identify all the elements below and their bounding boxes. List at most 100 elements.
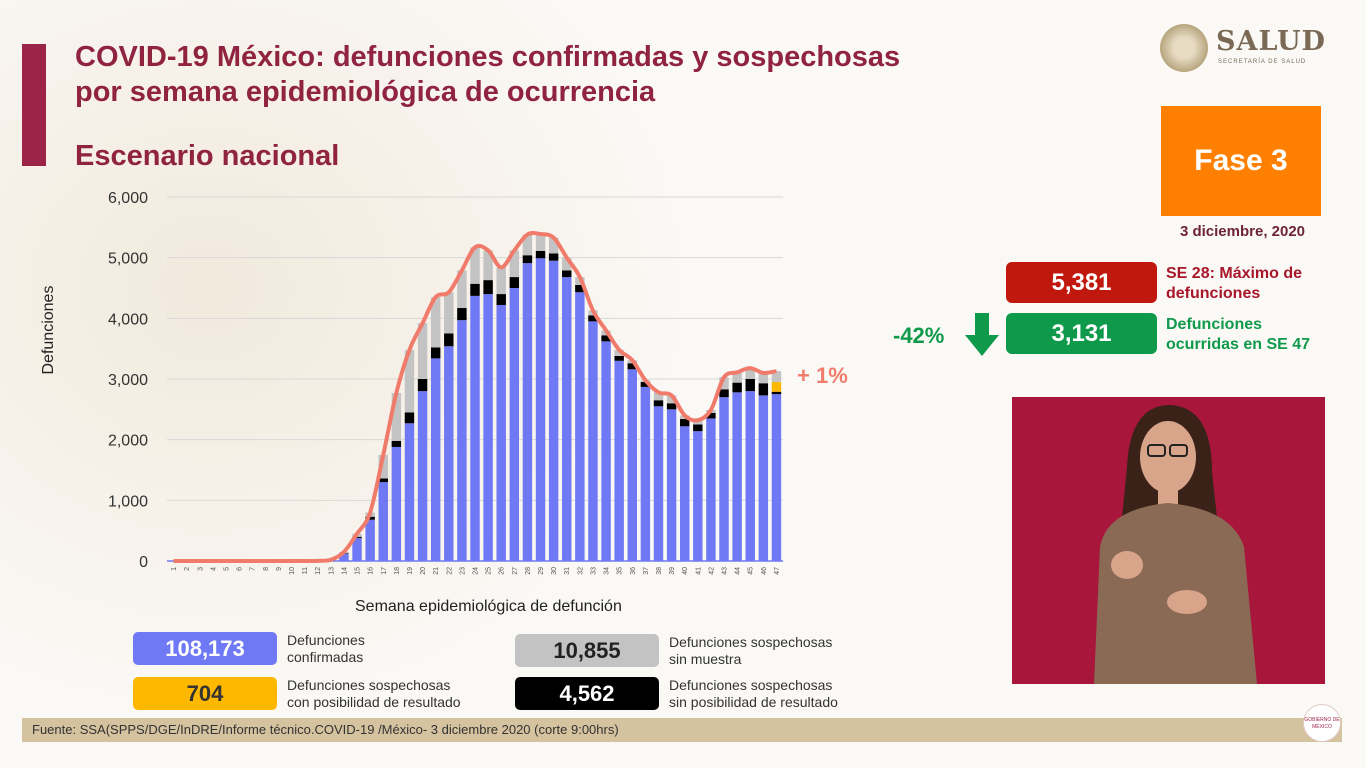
- bar-segment: [404, 423, 415, 561]
- bar-segment: [522, 255, 533, 264]
- x-tick-label: 13: [328, 567, 335, 575]
- x-tick-label: 2: [184, 567, 191, 571]
- bar-segment: [483, 294, 493, 561]
- max-label-line-1: SE 28: Máximo de: [1166, 265, 1303, 282]
- bar-segment: [627, 363, 637, 370]
- bar-segment: [653, 392, 664, 401]
- bar-segment: [601, 335, 611, 342]
- x-tick-label: 32: [577, 567, 584, 575]
- x-tick-label: 28: [525, 567, 532, 575]
- legend-text: sin posibilidad de resultado: [669, 694, 838, 710]
- bar-segment: [417, 391, 428, 561]
- bar-segment: [391, 392, 402, 441]
- bar-segment: [522, 263, 533, 561]
- x-tick-label: 7: [250, 567, 257, 571]
- bar-segment: [496, 294, 506, 305]
- legend-confirmed-label: Defunciones confirmadas: [287, 632, 365, 666]
- bar-segment: [771, 371, 782, 383]
- bar-segment: [404, 412, 415, 424]
- max-deaths-box: 5,381: [1006, 262, 1157, 303]
- source-footer: Fuente: SSA(SPPS/DGE/InDRE/Informe técni…: [22, 718, 1342, 742]
- bar-segment: [562, 270, 572, 278]
- x-tick-label: 35: [617, 567, 624, 575]
- bar-segment: [535, 234, 546, 251]
- bar-segment: [378, 482, 388, 561]
- bar-segment: [693, 424, 703, 432]
- bar-segment: [771, 382, 782, 392]
- bar-segment: [470, 283, 480, 296]
- x-tick-label: 43: [722, 567, 729, 575]
- bar-segment: [719, 377, 729, 390]
- gobierno-mexico-watermark: [106, 578, 176, 638]
- y-tick-label: 3,000: [108, 372, 148, 389]
- bar-segment: [496, 304, 506, 561]
- x-tick-label: 40: [682, 567, 689, 575]
- bar-segment: [732, 372, 742, 383]
- y-axis-label: Defunciones: [40, 285, 57, 375]
- bar-segment: [653, 406, 664, 561]
- bar-segment: [758, 372, 769, 384]
- x-tick-label: 12: [315, 567, 322, 575]
- legend-text: confirmadas: [287, 649, 364, 665]
- x-tick-label: 16: [368, 567, 375, 575]
- y-tick-label: 6,000: [108, 190, 148, 207]
- report-date: 3 diciembre, 2020: [1179, 223, 1306, 240]
- x-tick-label: 20: [420, 567, 427, 575]
- bar-segment: [614, 360, 624, 561]
- interpreter-image: [1094, 405, 1257, 684]
- legend-text: con posibilidad de resultado: [287, 694, 461, 710]
- bar-segment: [706, 412, 716, 419]
- x-tick-label: 39: [669, 567, 676, 575]
- x-tick-label: 14: [341, 567, 348, 575]
- bar-segment: [470, 247, 480, 284]
- x-tick-label: 19: [407, 567, 414, 575]
- y-tick-label: 2,000: [108, 433, 148, 450]
- legend-no-sample-value: 10,855: [515, 634, 659, 667]
- bar-segment: [679, 419, 690, 427]
- x-tick-label: 34: [604, 567, 611, 575]
- bar-segment: [444, 292, 454, 334]
- title-line-1: COVID-19 México: defunciones confirmadas…: [75, 41, 901, 73]
- x-tick-label: 21: [433, 567, 440, 575]
- bar-segment: [483, 280, 493, 295]
- bar-segment: [391, 446, 402, 561]
- trend-line: [173, 231, 777, 564]
- x-tick-label: 26: [499, 567, 506, 575]
- bar-segment: [588, 315, 598, 322]
- x-tick-label: 29: [538, 567, 545, 575]
- y-tick-label: 4,000: [108, 311, 148, 328]
- x-tick-label: 10: [289, 567, 296, 575]
- x-tick-label: 17: [381, 567, 388, 575]
- x-tick-label: 6: [237, 567, 244, 571]
- x-tick-label: 24: [473, 567, 480, 575]
- page-title: COVID-19 México: defunciones confirmadas…: [75, 40, 900, 110]
- y-tick-label: 1,000: [108, 493, 148, 510]
- bar-segment: [562, 257, 572, 271]
- bar-segment: [719, 397, 729, 561]
- legend-confirmed-value: 108,173: [133, 632, 277, 665]
- bar-segment: [679, 426, 690, 561]
- x-tick-label: 42: [708, 567, 715, 575]
- bar-segment: [417, 379, 428, 392]
- bar-segment: [640, 382, 651, 387]
- x-tick-label: 11: [302, 567, 309, 574]
- bar-segment: [522, 234, 533, 256]
- x-axis-label: Semana epidemiológica de defunción: [355, 598, 622, 615]
- x-tick-label: 36: [630, 567, 637, 575]
- bar-segment: [470, 295, 480, 561]
- current-label-line-2: ocurridas en SE 47: [1166, 336, 1311, 353]
- logo-subtitle: SECRETARÍA DE SALUD: [1218, 59, 1307, 65]
- bar-segment: [509, 277, 520, 288]
- x-tick-label: 47: [774, 567, 781, 575]
- bar-segment: [365, 519, 375, 561]
- salud-logo: SALUD SECRETARÍA DE SALUD: [1160, 22, 1330, 76]
- bar-segment: [666, 409, 677, 561]
- bar-segment: [444, 333, 454, 347]
- bar-segment: [509, 250, 520, 278]
- bar-segment: [588, 321, 598, 561]
- bar-segment: [693, 420, 703, 425]
- bar-segment: [378, 478, 388, 483]
- bar-segment: [745, 379, 755, 392]
- x-tick-label: 46: [761, 567, 768, 575]
- max-label-line-2: defunciones: [1166, 285, 1261, 302]
